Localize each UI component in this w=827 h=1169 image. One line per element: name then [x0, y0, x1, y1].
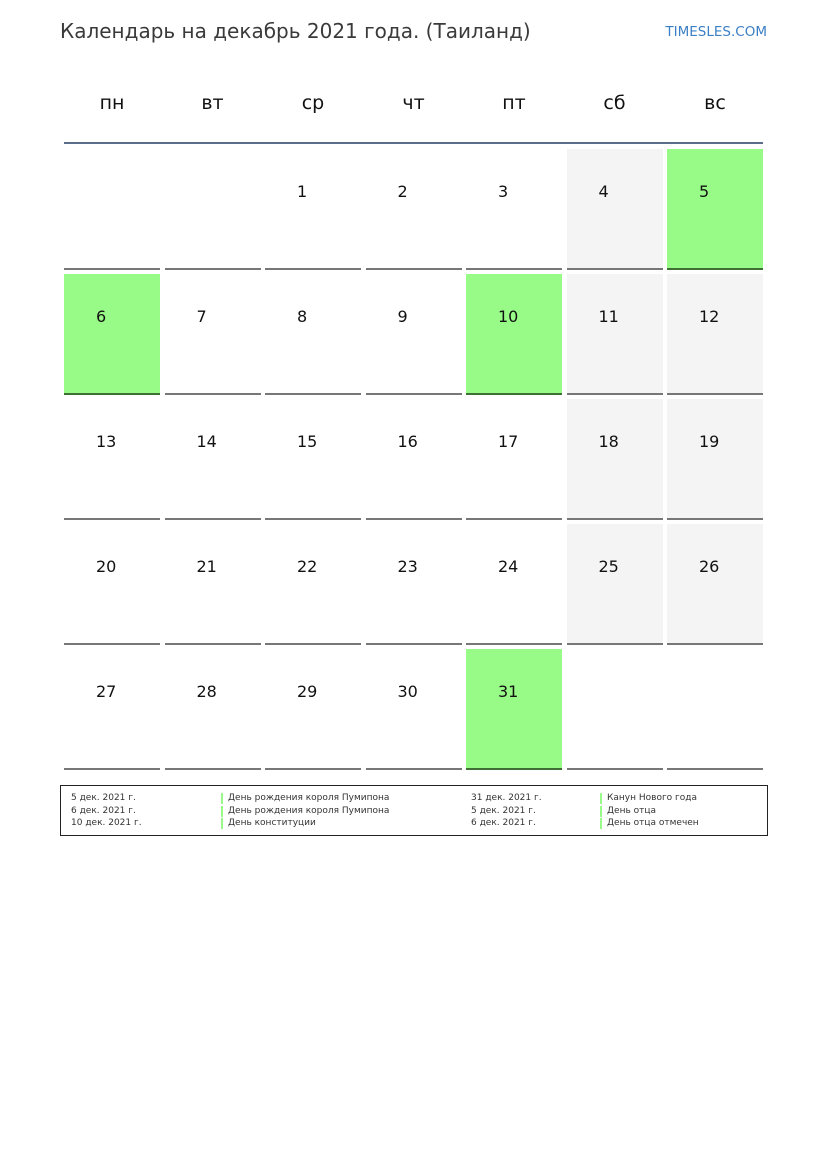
empty-cell	[164, 149, 261, 270]
day-number: 2	[397, 182, 408, 201]
empty-cell	[64, 149, 160, 270]
legend-holiday-name: День рождения короля Пумипона	[228, 805, 390, 816]
day-number: 20	[96, 557, 117, 576]
day-number: 5	[699, 182, 710, 201]
day-cell[interactable]: 4	[566, 149, 663, 270]
day-number: 14	[196, 432, 217, 451]
weekday-header: чт	[402, 92, 425, 114]
day-number: 27	[96, 682, 117, 701]
day-number: 12	[699, 307, 720, 326]
day-number: 15	[297, 432, 318, 451]
day-cell[interactable]: 28	[164, 649, 261, 770]
weekday-header: пт	[502, 92, 526, 114]
day-number: 31	[498, 682, 519, 701]
legend-color-marker	[600, 793, 602, 804]
day-cell[interactable]: 24	[466, 524, 562, 645]
legend-color-marker	[221, 805, 223, 817]
legend-holiday-name: День конституции	[228, 818, 316, 828]
day-cell[interactable]: 31	[466, 649, 562, 770]
day-number: 25	[598, 557, 619, 576]
weekday-header: пн	[99, 92, 125, 114]
day-cell[interactable]: 22	[265, 524, 361, 645]
legend-date: 5 дек. 2021 г.	[471, 805, 536, 816]
legend-color-marker	[221, 793, 223, 804]
day-cell[interactable]: 16	[365, 399, 462, 520]
legend-holiday-name: Канун Нового года	[607, 793, 698, 803]
day-number: 1	[297, 182, 308, 201]
legend-date: 5 дек. 2021 г.	[71, 793, 136, 803]
day-cell[interactable]: 27	[64, 649, 160, 770]
day-cell[interactable]: 11	[566, 274, 663, 395]
empty-cell	[667, 649, 763, 770]
day-cell[interactable]: 8	[265, 274, 361, 395]
day-cell[interactable]: 30	[365, 649, 462, 770]
weekday-header: вт	[201, 92, 224, 114]
day-cell[interactable]: 2	[365, 149, 462, 270]
day-number: 10	[498, 307, 519, 326]
legend-date: 31 дек. 2021 г.	[471, 793, 542, 803]
day-number: 30	[397, 682, 418, 701]
holiday-legend: 5 дек. 2021 г. День рождения короля Пумип…	[60, 785, 768, 836]
day-number: 21	[196, 557, 217, 576]
day-cell[interactable]: 1	[265, 149, 361, 270]
day-cell[interactable]: 7	[164, 274, 261, 395]
legend-color-marker	[600, 818, 602, 829]
day-cell[interactable]: 12	[667, 274, 763, 395]
brand-link[interactable]: TIMESLES.COM	[665, 24, 767, 40]
day-number: 23	[397, 557, 418, 576]
page-title: Календарь на декабрь 2021 года. (Таиланд…	[60, 19, 531, 43]
day-number: 26	[699, 557, 720, 576]
day-cell[interactable]: 21	[164, 524, 261, 645]
day-number: 18	[598, 432, 619, 451]
day-number: 22	[297, 557, 318, 576]
day-cell[interactable]: 6	[64, 274, 160, 395]
weekday-header: вс	[704, 92, 726, 114]
day-number: 28	[196, 682, 217, 701]
weekday-header: сб	[603, 92, 626, 114]
day-cell[interactable]: 20	[64, 524, 160, 645]
day-number: 13	[96, 432, 117, 451]
day-number: 24	[498, 557, 519, 576]
weekday-header: ср	[301, 92, 325, 114]
day-number: 17	[498, 432, 519, 451]
legend-date: 10 дек. 2021 г.	[71, 818, 142, 828]
day-number: 3	[498, 182, 509, 201]
legend-date: 6 дек. 2021 г.	[471, 818, 536, 828]
day-cell[interactable]: 18	[566, 399, 663, 520]
day-cell[interactable]: 14	[164, 399, 261, 520]
day-number: 6	[96, 307, 107, 326]
day-cell[interactable]: 17	[466, 399, 562, 520]
day-number: 4	[598, 182, 609, 201]
day-cell[interactable]: 10	[466, 274, 562, 395]
day-number: 7	[196, 307, 207, 326]
day-cell[interactable]: 29	[265, 649, 361, 770]
day-number: 19	[699, 432, 720, 451]
day-cell[interactable]: 15	[265, 399, 361, 520]
legend-holiday-name: День отца отмечен	[607, 818, 699, 828]
header-rule	[64, 142, 763, 144]
day-cell[interactable]: 5	[667, 149, 763, 270]
day-cell[interactable]: 13	[64, 399, 160, 520]
empty-cell	[566, 649, 663, 770]
day-cell[interactable]: 9	[365, 274, 462, 395]
day-cell[interactable]: 3	[466, 149, 562, 270]
day-cell[interactable]: 26	[667, 524, 763, 645]
legend-color-marker	[600, 805, 602, 817]
day-number: 8	[297, 307, 308, 326]
day-number: 29	[297, 682, 318, 701]
day-number: 16	[397, 432, 418, 451]
day-cell[interactable]: 19	[667, 399, 763, 520]
day-cell[interactable]: 23	[365, 524, 462, 645]
legend-holiday-name: День рождения короля Пумипона	[228, 793, 390, 803]
legend-date: 6 дек. 2021 г.	[71, 805, 136, 816]
day-cell[interactable]: 25	[566, 524, 663, 645]
legend-color-marker	[221, 818, 223, 829]
day-number: 9	[397, 307, 408, 326]
legend-holiday-name: День отца	[607, 805, 657, 816]
day-number: 11	[598, 307, 619, 326]
